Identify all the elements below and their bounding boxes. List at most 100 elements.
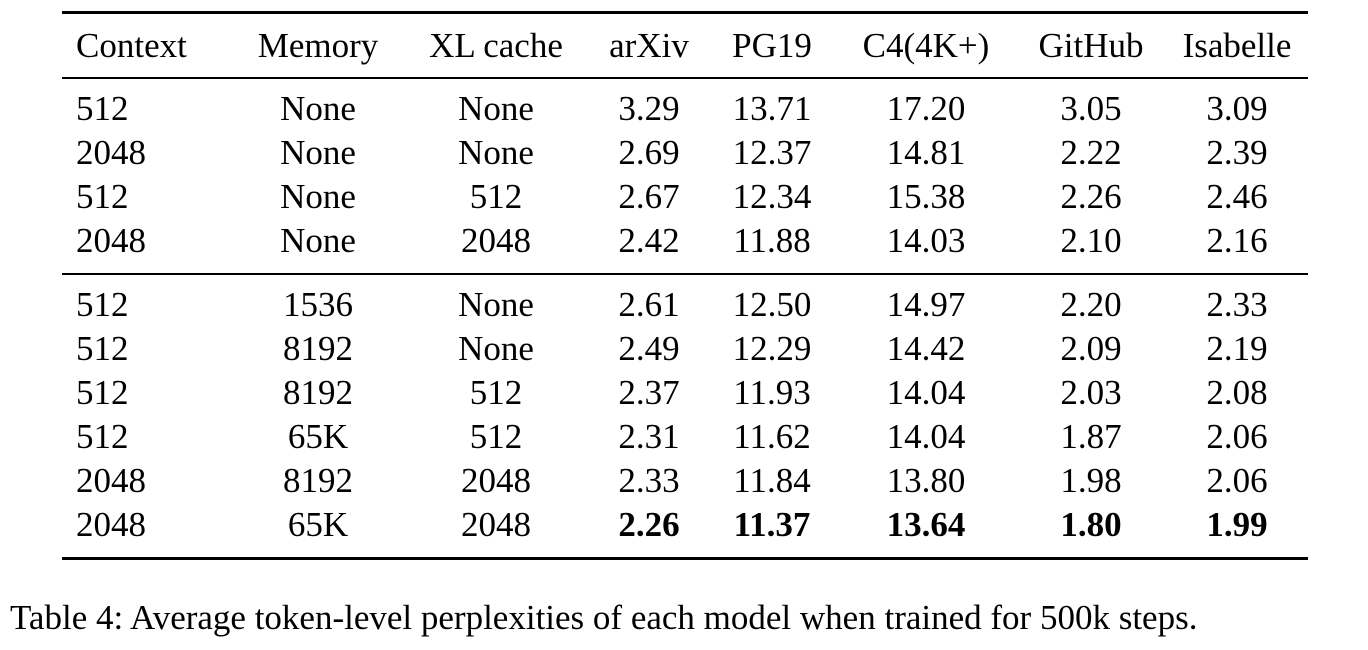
cell-c4: 15.38 [886,177,966,216]
cell-isabelle: 2.16 [1206,221,1268,260]
cell-xl-cache: 2048 [461,221,531,260]
cell-c4: 14.04 [886,417,966,456]
cell-arxiv: 2.49 [618,329,680,368]
cell-context: 512 [76,417,129,456]
cell-memory: 65K [287,505,349,544]
cell-c4: 14.42 [886,329,966,368]
cell-xl-cache: 512 [469,417,523,456]
cell-xl-cache: 512 [469,373,523,412]
cell-memory: None [280,177,356,216]
table-row: 2048 8192 2048 2.33 11.84 13.80 1.98 2.06 [62,459,1308,503]
cell-context: 512 [76,373,129,412]
cell-pg19: 11.37 [733,505,811,544]
table-row: 512 8192 None 2.49 12.29 14.42 2.09 2.19 [62,327,1308,371]
perplexity-table: Context Memory XL cache arXiv PG19 C4(4K… [62,11,1308,560]
cell-xl-cache: None [458,285,534,324]
cell-context: 512 [76,329,129,368]
cell-memory: 8192 [283,329,353,368]
table-group-memory: 512 1536 None 2.61 12.50 14.97 2.20 2.33 512 8192… [62,274,1308,559]
table-header-row: Context Memory XL cache arXiv PG19 C4(4K… [62,12,1308,78]
cell-arxiv: 2.67 [618,177,680,216]
header-context: Context [76,25,187,65]
cell-context: 512 [76,177,129,216]
cell-xl-cache: None [458,89,534,128]
table-row: 512 65K 512 2.31 11.62 14.04 1.87 2.06 [62,415,1308,459]
cell-memory: None [280,89,356,128]
cell-arxiv: 2.69 [618,133,680,172]
cell-pg19: 11.84 [733,461,811,500]
cell-xl-cache: 2048 [461,461,531,500]
table-row: 2048 None 2048 2.42 11.88 14.03 2.10 2.16 [62,219,1308,274]
cell-isabelle: 2.19 [1206,329,1268,368]
cell-pg19: 11.62 [733,417,811,456]
cell-context: 2048 [76,505,146,544]
cell-isabelle: 2.06 [1206,417,1268,456]
cell-isabelle: 2.08 [1206,373,1268,412]
table-caption: Table 4: Average token-level perplexitie… [10,598,1198,637]
cell-github: 1.80 [1060,505,1122,544]
cell-memory: 8192 [283,373,353,412]
cell-isabelle: 1.99 [1206,505,1268,544]
table-row: 512 None 512 2.67 12.34 15.38 2.26 2.46 [62,175,1308,219]
table-row: 512 1536 None 2.61 12.50 14.97 2.20 2.33 [62,274,1308,327]
cell-c4: 14.04 [886,373,966,412]
cell-github: 2.20 [1060,285,1122,324]
cell-c4: 13.80 [886,461,966,500]
table-row: 512 8192 512 2.37 11.93 14.04 2.03 2.08 [62,371,1308,415]
cell-xl-cache: None [458,329,534,368]
cell-pg19: 11.88 [733,221,811,260]
cell-pg19: 12.29 [732,329,812,368]
cell-github: 2.10 [1060,221,1122,260]
cell-pg19: 11.93 [733,373,811,412]
cell-isabelle: 3.09 [1206,89,1268,128]
cell-arxiv: 2.61 [618,285,680,324]
cell-github: 2.03 [1060,373,1122,412]
cell-memory: 1536 [283,285,353,324]
header-arxiv: arXiv [609,25,689,65]
table-row: 2048 65K 2048 2.26 11.37 13.64 1.80 1.99 [62,503,1308,559]
header-c4: C4(4K+) [862,25,990,65]
cell-pg19: 12.34 [732,177,812,216]
cell-arxiv: 2.26 [618,505,680,544]
cell-github: 2.26 [1060,177,1122,216]
cell-github: 2.22 [1060,133,1122,172]
table-group-baseline: 512 None None 3.29 13.71 17.20 3.05 3.09 2048 Non… [62,78,1308,274]
cell-isabelle: 2.39 [1206,133,1268,172]
cell-isabelle: 2.06 [1206,461,1268,500]
results-table-container: Context Memory XL cache arXiv PG19 C4(4K… [62,11,1308,560]
header-pg19: PG19 [732,25,812,65]
cell-isabelle: 2.46 [1206,177,1268,216]
cell-arxiv: 3.29 [618,89,680,128]
cell-xl-cache: 512 [469,177,523,216]
cell-isabelle: 2.33 [1206,285,1268,324]
table-row: 512 None None 3.29 13.71 17.20 3.05 3.09 [62,78,1308,131]
cell-c4: 14.03 [886,221,966,260]
header-xl-cache: XL cache [429,25,563,65]
cell-context: 512 [76,285,129,324]
cell-context: 2048 [76,461,146,500]
cell-pg19: 12.50 [732,285,812,324]
cell-github: 3.05 [1060,89,1122,128]
cell-context: 512 [76,89,129,128]
table-row: 2048 None None 2.69 12.37 14.81 2.22 2.39 [62,131,1308,175]
cell-pg19: 13.71 [732,89,812,128]
cell-arxiv: 2.33 [618,461,680,500]
header-isabelle: Isabelle [1182,25,1292,65]
cell-xl-cache: None [458,133,534,172]
cell-github: 1.98 [1060,461,1122,500]
cell-context: 2048 [76,133,146,172]
header-github: GitHub [1038,25,1144,65]
cell-memory: None [280,221,356,260]
cell-arxiv: 2.42 [618,221,680,260]
cell-context: 2048 [76,221,146,260]
cell-arxiv: 2.37 [618,373,680,412]
cell-github: 1.87 [1060,417,1122,456]
header-memory: Memory [257,25,379,65]
cell-c4: 13.64 [886,505,966,544]
cell-memory: 65K [287,417,349,456]
cell-arxiv: 2.31 [618,417,680,456]
cell-c4: 14.97 [886,285,966,324]
cell-memory: None [280,133,356,172]
cell-memory: 8192 [283,461,353,500]
cell-c4: 14.81 [886,133,966,172]
